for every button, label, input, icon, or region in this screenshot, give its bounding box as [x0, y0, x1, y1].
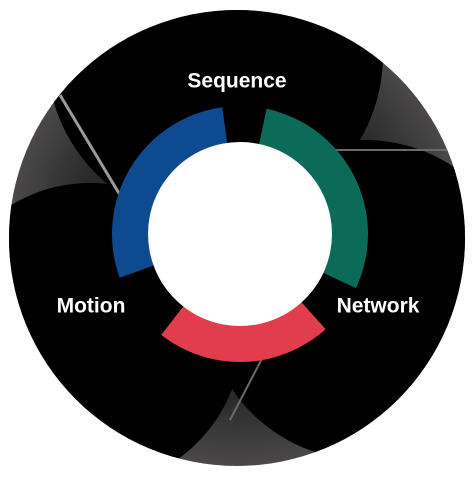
page: Sequence Motion Network (() => { const d…: [0, 0, 474, 477]
ring-diagram: Sequence Motion Network: [0, 0, 474, 477]
node-label: Sequence: [187, 70, 286, 93]
node-label: Motion: [57, 295, 126, 318]
center-hole: [148, 142, 332, 326]
node-label: Network: [337, 295, 420, 318]
